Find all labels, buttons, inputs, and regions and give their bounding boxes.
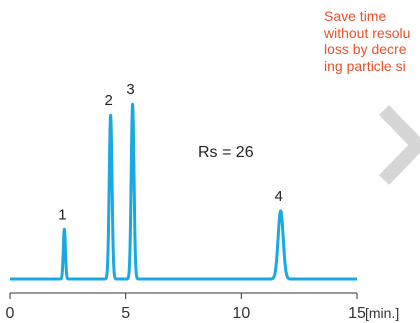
note-line: without resolu (324, 24, 411, 41)
note-line: loss by decre (324, 41, 407, 57)
note-line: Save time (324, 8, 387, 24)
x-tick-label: 10 (232, 305, 250, 322)
x-tick-label: 5 (121, 305, 130, 322)
x-tick-label: 15 (348, 305, 366, 322)
peak-label: 2 (104, 92, 112, 109)
promo-note: Save time without resolu loss by decre i… (324, 8, 420, 74)
resolution-label: Rs = 26 (198, 144, 254, 161)
peak-label: 4 (274, 188, 282, 205)
peak-labels: 1 23 4 (58, 81, 283, 223)
x-axis: 0 5 10 15 [min.] (6, 292, 399, 322)
peak-label: 3 (126, 81, 134, 98)
note-line: ing particle si (324, 57, 406, 74)
x-unit-label: [min.] (365, 305, 399, 321)
peak-label: 1 (58, 206, 66, 223)
chromatogram-series (8, 102, 359, 281)
x-tick-label: 0 (6, 305, 15, 322)
chevron-right-icon[interactable] (378, 105, 420, 185)
chromatogram-line (8, 102, 359, 281)
